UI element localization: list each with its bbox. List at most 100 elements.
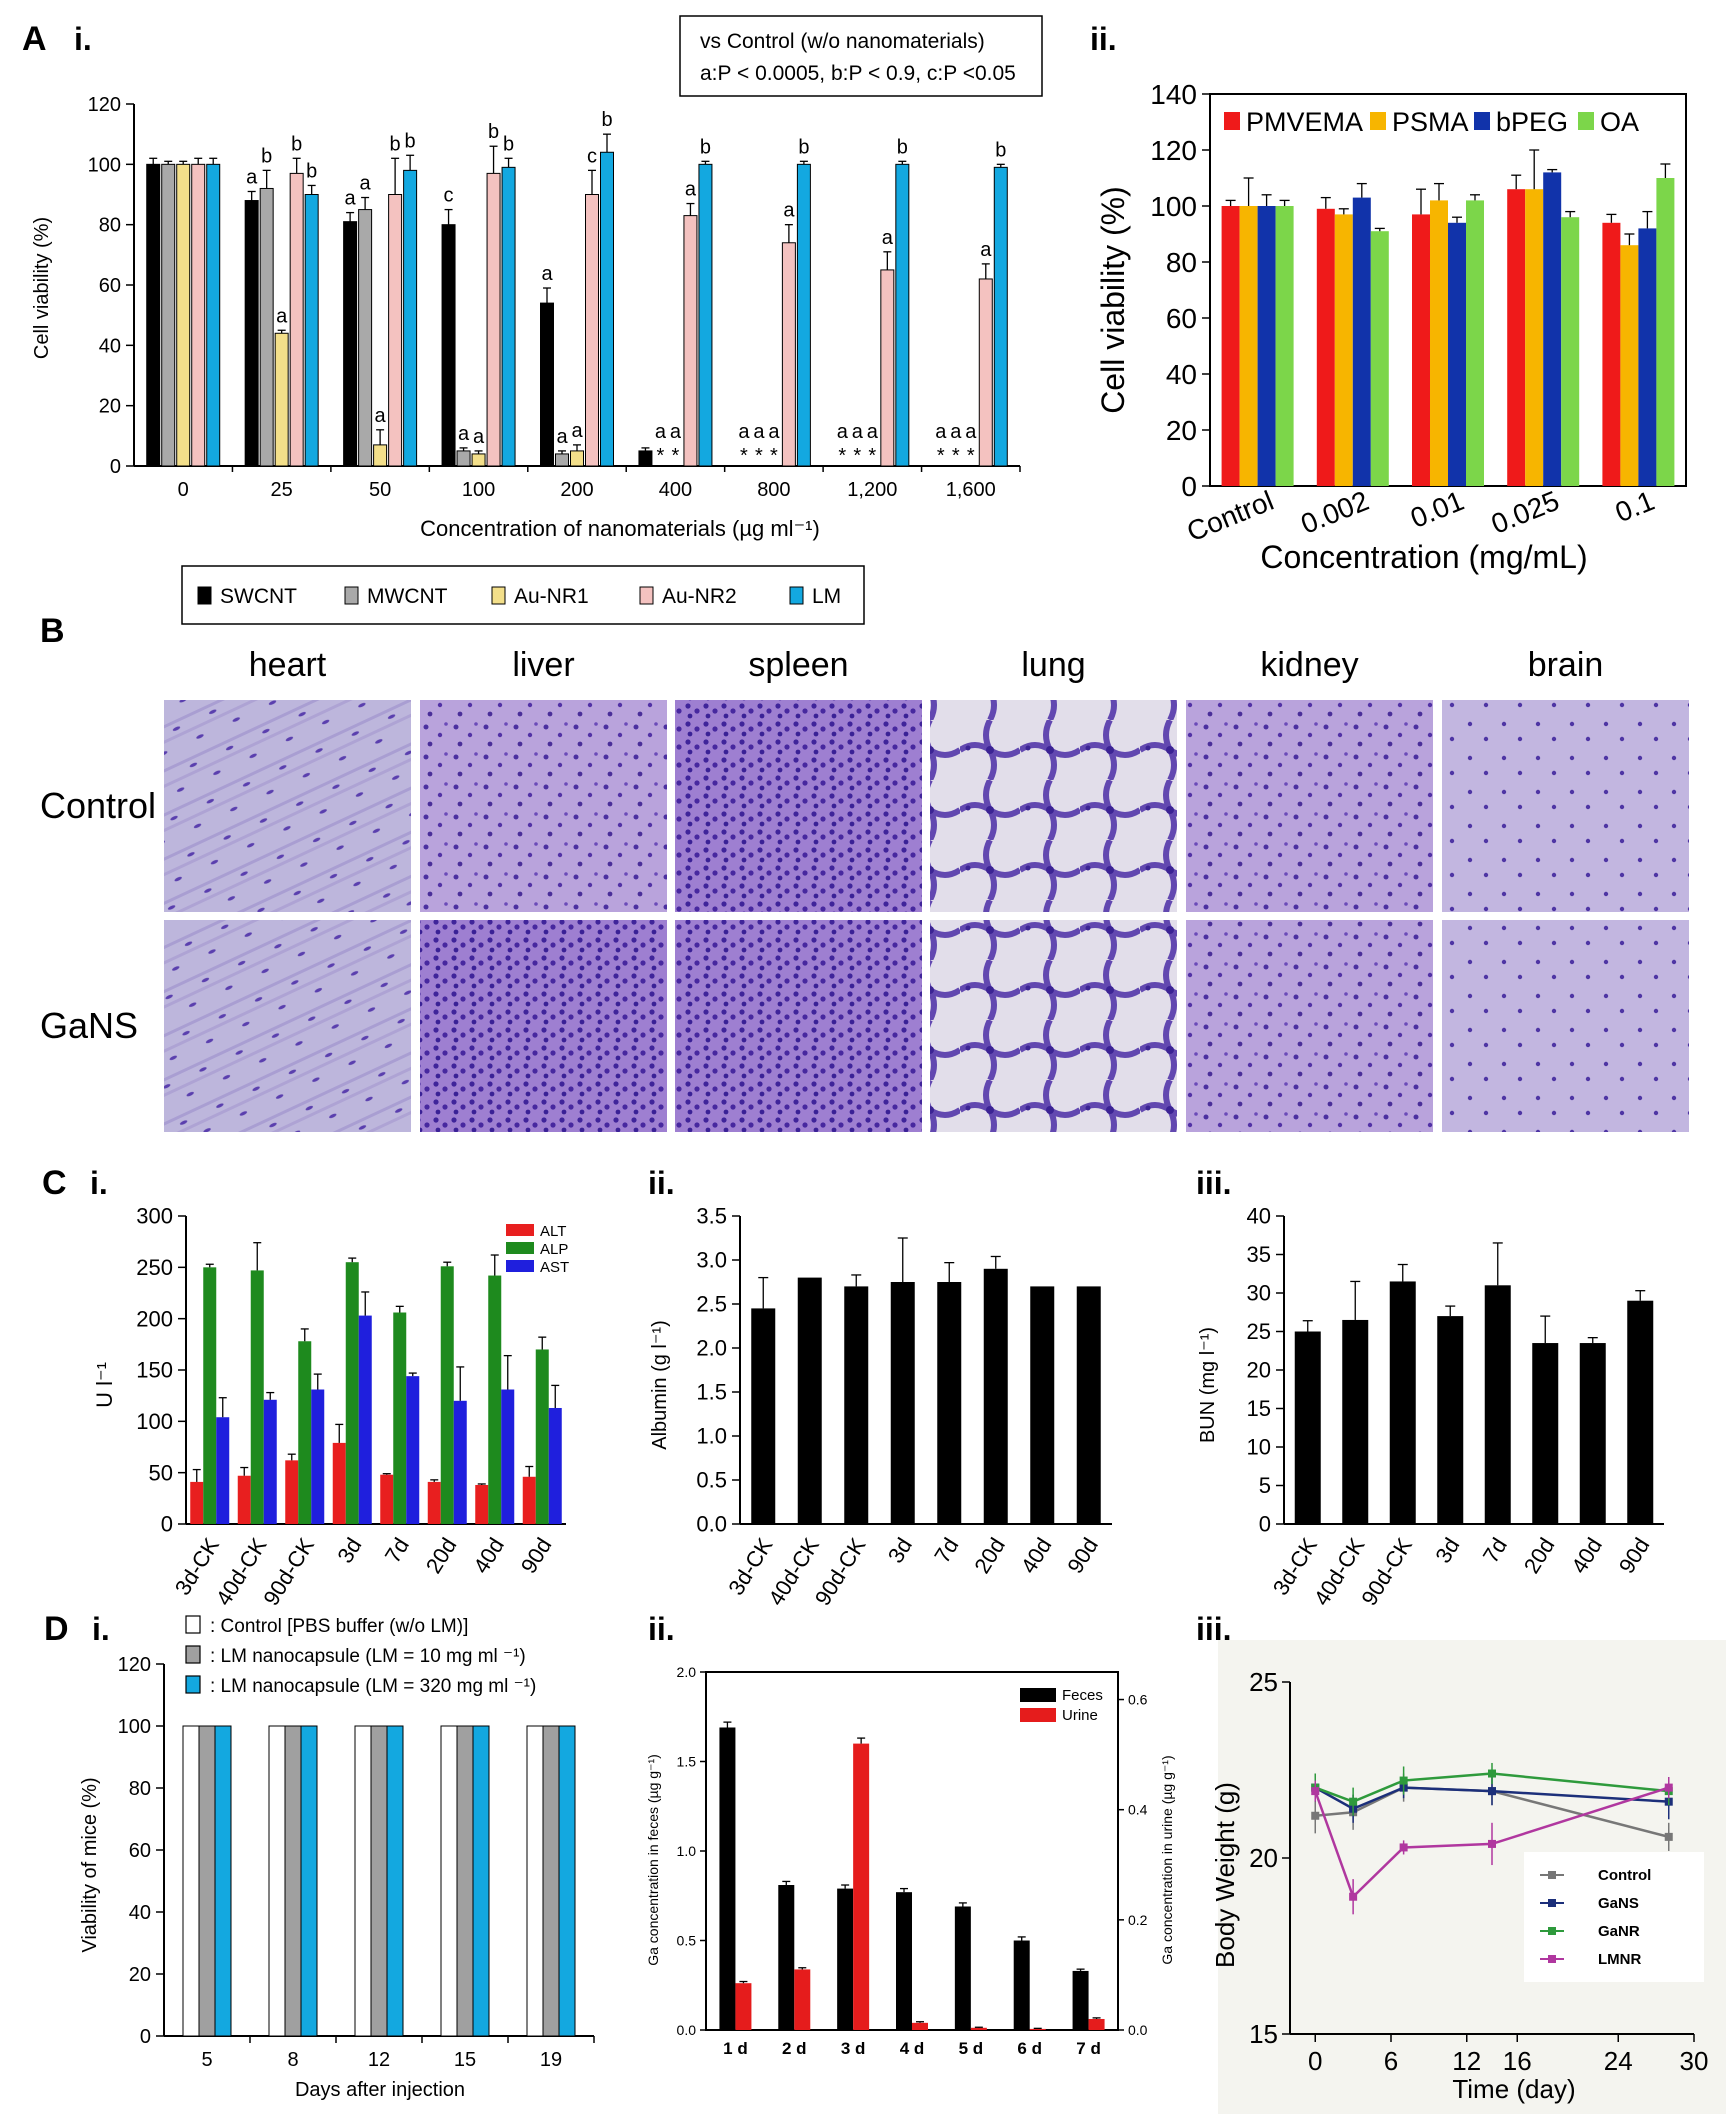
x-tick-label: 30	[1680, 2046, 1709, 2076]
legend-swatch	[491, 586, 506, 605]
bar-albumin	[797, 1277, 822, 1524]
y-tick-label: 100	[136, 1409, 173, 1434]
bar-bun	[1294, 1331, 1321, 1524]
histology-grid: heart liver spleen lung kidney brain Control Ga…	[40, 646, 1689, 1132]
y-tick-label: 35	[1247, 1242, 1271, 1267]
legend-swatch	[185, 1615, 201, 1634]
zero-star: *	[868, 445, 876, 467]
zero-star: *	[657, 445, 665, 467]
x-tick-label: 6 d	[1017, 2039, 1042, 2058]
y-tick-label: 5	[1259, 1473, 1271, 1498]
bar-bpeg	[1638, 228, 1657, 486]
y-tick-label: 1.0	[677, 1843, 697, 1859]
legend-label: ALP	[540, 1241, 568, 1258]
chart-bun: BUN (mg l⁻¹) 05101520253035403d-CK40d-CK…	[1197, 1204, 1664, 1610]
bar-au-nr2	[781, 242, 796, 467]
y-tick-label: 10	[1247, 1435, 1271, 1460]
legend-label: PSMA	[1392, 107, 1469, 137]
significance-mark: b	[798, 136, 809, 158]
chart-cell-viability-polymers: Cell viability (%) Concentration (mg/mL)…	[1095, 79, 1687, 575]
bar-ast	[406, 1376, 420, 1524]
y-tick-label: 40	[1247, 1204, 1271, 1229]
zero-star: *	[755, 445, 763, 467]
significance-mark: b	[488, 121, 499, 143]
legend-label: AST	[540, 1259, 569, 1276]
bar-au-nr2	[191, 163, 206, 467]
significance-mark: a	[246, 166, 258, 188]
significance-mark: b	[390, 133, 401, 155]
x-tick-label: 15	[454, 2049, 476, 2071]
bar-ast	[216, 1417, 230, 1524]
y-tick-label: 20	[1247, 1358, 1271, 1383]
x-tick-label: 50	[369, 479, 391, 501]
point-ganr	[1488, 1769, 1496, 1778]
y-tick-label-right: 0.4	[1128, 1802, 1148, 1818]
legend-swatch	[506, 1224, 534, 1236]
y-tick-label: 100	[88, 154, 121, 176]
stats-box-line1: vs Control (w/o nanomaterials)	[700, 30, 985, 53]
legend-label: PMVEMA	[1246, 107, 1363, 137]
bar-albumin	[751, 1308, 776, 1524]
stats-box-line2: a:P < 0.0005, b:P < 0.9, c:P <0.05	[700, 62, 1016, 85]
y-tick-label: 140	[1150, 79, 1197, 110]
zero-star: *	[770, 445, 778, 467]
x-tick-label: 7d	[380, 1533, 414, 1567]
y-tick-label: 2.5	[696, 1292, 727, 1317]
bar-alt	[190, 1481, 204, 1524]
significance-mark: a	[867, 421, 879, 443]
x-tick-label: 7d	[1478, 1533, 1512, 1567]
bar-urine	[912, 2022, 928, 2030]
chart-ga-excretion: Ga concentration in feces (µg g⁻¹) Ga co…	[645, 1664, 1175, 2058]
bar-albumin	[890, 1282, 915, 1524]
legend-swatch	[1548, 1955, 1556, 1963]
y-axis-label: Cell viability (%)	[1095, 186, 1131, 414]
panel-A-ii-label: ii.	[1090, 21, 1117, 57]
x-tick-label: 12	[1452, 2046, 1481, 2076]
bar-feces	[896, 1892, 912, 2030]
bar-swcnt	[146, 163, 161, 467]
bar-alp	[203, 1267, 217, 1524]
significance-mark: a	[655, 421, 667, 443]
significance-mark: a	[375, 405, 387, 427]
y-tick-label: 15	[1247, 1396, 1271, 1421]
legend-label: : Control [PBS buffer (w/o LM)]	[210, 1616, 468, 1637]
y-axis-label: BUN (mg l⁻¹)	[1197, 1327, 1219, 1443]
histology-image-kidney-gans	[1186, 920, 1433, 1132]
bar-lm	[993, 166, 1008, 467]
significance-mark: a	[473, 426, 485, 448]
bar-swcnt	[540, 302, 554, 467]
y-tick-label: 120	[88, 94, 121, 116]
x-tick-label: 100	[462, 479, 495, 501]
bar-urine	[794, 1969, 811, 2030]
x-tick-label: 0.025	[1487, 485, 1564, 540]
bar-pmvema	[1412, 214, 1430, 486]
bar-alp	[440, 1266, 454, 1524]
y-tick-label: 3.0	[696, 1248, 727, 1273]
histology-image-spleen-control	[675, 700, 922, 912]
legend-label: GaNS	[1598, 1895, 1639, 1912]
bar-mwcnt	[555, 453, 569, 467]
bar-lm	[796, 163, 811, 467]
point-lmnr	[1311, 1787, 1320, 1796]
y-axis-label-left: Ga concentration in feces (µg g⁻¹)	[645, 1754, 661, 1966]
zero-star: *	[740, 445, 748, 467]
significance-mark: a	[685, 179, 697, 201]
bar-ast	[358, 1315, 372, 1524]
legend-swatch	[185, 1645, 201, 1664]
bar-ast	[311, 1389, 325, 1524]
bar-alp	[250, 1270, 264, 1524]
significance-mark: a	[276, 305, 288, 327]
x-tick-label: 3d	[332, 1533, 366, 1567]
bar-bpeg	[1352, 197, 1371, 486]
bar-lm	[403, 169, 418, 467]
bar-alp	[488, 1275, 502, 1524]
x-tick-label: 800	[757, 479, 790, 501]
significance-mark: b	[995, 139, 1006, 161]
significance-mark: a	[950, 421, 962, 443]
x-tick-label: 0.002	[1296, 485, 1373, 540]
bar-series-2	[300, 1725, 318, 2037]
y-tick-label: 0	[1181, 471, 1197, 502]
bar-au-nr2	[978, 278, 993, 467]
bar-ast	[453, 1400, 467, 1524]
y-tick-label: 100	[118, 1716, 151, 1738]
